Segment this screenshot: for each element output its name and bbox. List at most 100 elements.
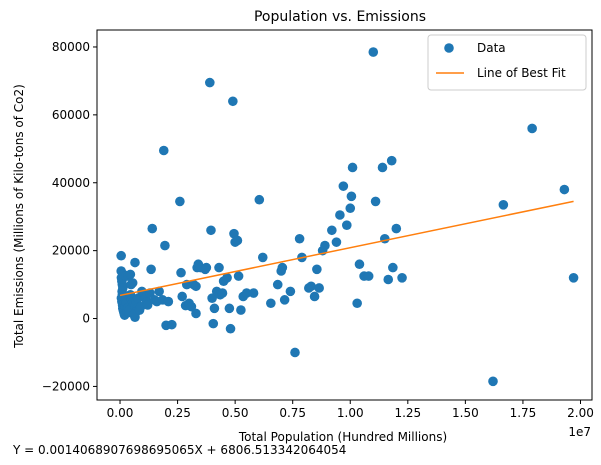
x-tick-label: 0.00 <box>107 406 134 420</box>
data-point <box>346 191 357 202</box>
data-point <box>176 267 186 278</box>
x-tick-label: 1.00 <box>337 406 364 420</box>
data-point <box>294 233 305 244</box>
data-point <box>201 262 212 273</box>
y-tick-label: −20000 <box>42 379 90 393</box>
data-point <box>208 318 219 329</box>
data-point <box>217 288 228 298</box>
best-fit-line <box>119 200 574 297</box>
plot-frame <box>96 29 593 401</box>
data-point <box>191 281 201 292</box>
x-tick-label: 1.75 <box>510 406 537 420</box>
data-point <box>363 271 374 281</box>
x-tick-label: 2.00 <box>567 406 594 420</box>
data-point <box>224 303 235 314</box>
x-tick-label: 0.75 <box>279 406 306 420</box>
data-point <box>320 240 330 251</box>
legend-fit-label: Line of Best Fit <box>477 66 566 80</box>
y-tick-label: 20000 <box>52 244 90 258</box>
y-axis-ticks: −20000 0 20000 40000 60000 80000 <box>42 40 97 393</box>
x-tick-label: 0.25 <box>164 406 191 420</box>
data-point <box>335 210 345 220</box>
data-point <box>147 223 158 234</box>
data-point <box>331 237 342 247</box>
x-axis-ticks: 0.00 0.25 0.50 0.75 1.00 1.25 1.50 1.75 2.00 <box>107 400 594 420</box>
data-point <box>377 162 388 173</box>
data-point <box>277 262 288 273</box>
data-point <box>306 281 316 292</box>
data-point <box>228 96 238 107</box>
data-point <box>314 283 324 293</box>
data-point <box>145 288 155 298</box>
y-tick-label: 60000 <box>52 108 90 122</box>
x-axis-offset-text: 1e7 <box>568 425 591 439</box>
data-point <box>126 279 136 290</box>
data-point <box>391 223 402 234</box>
legend-data-marker <box>444 43 454 53</box>
x-tick-label: 1.50 <box>452 406 479 420</box>
data-point <box>225 323 236 334</box>
data-point <box>232 235 243 246</box>
data-point <box>279 295 290 305</box>
data-point <box>568 273 579 283</box>
data-point <box>368 47 379 57</box>
data-point <box>488 376 498 387</box>
data-point <box>209 303 220 314</box>
legend: Data Line of Best Fit <box>427 34 587 91</box>
data-point <box>327 225 337 236</box>
chart-title: Population vs. Emissions <box>254 9 426 25</box>
data-point <box>338 181 349 191</box>
y-tick-label: 80000 <box>52 40 90 54</box>
data-point <box>214 262 224 273</box>
data-point <box>254 194 265 205</box>
data-point <box>175 196 185 207</box>
data-point <box>397 273 407 283</box>
data-point <box>386 155 397 166</box>
data-point <box>370 196 381 207</box>
data-point <box>116 250 126 261</box>
data-point <box>345 203 356 214</box>
data-point <box>309 291 320 302</box>
data-point <box>383 274 394 285</box>
data-point <box>154 286 164 297</box>
data-point <box>285 286 296 297</box>
data-point <box>207 293 217 303</box>
data-point <box>290 347 300 358</box>
data-point <box>312 264 322 275</box>
data-point <box>236 305 246 315</box>
data-point <box>142 300 153 310</box>
legend-box <box>427 34 587 91</box>
data-point <box>130 257 140 268</box>
data-point <box>559 184 570 195</box>
data-point <box>146 264 156 275</box>
data-point <box>177 291 187 302</box>
data-point <box>167 319 177 330</box>
data-point <box>354 259 365 270</box>
data-point <box>160 240 170 251</box>
y-axis-label: Total Emissions (Millions of Kilo-tons o… <box>12 84 26 349</box>
plot-axes <box>96 29 593 401</box>
data-point <box>527 123 537 134</box>
legend-data-label: Data <box>477 41 506 55</box>
data-point <box>498 200 509 210</box>
data-point <box>342 220 352 230</box>
y-tick-label: 40000 <box>52 176 90 190</box>
data-point <box>266 298 276 309</box>
data-point <box>272 279 283 290</box>
data-point <box>388 262 398 273</box>
data-point <box>241 288 252 298</box>
data-point <box>186 301 197 312</box>
data-point <box>248 288 259 298</box>
data-point <box>163 296 174 307</box>
data-point <box>347 162 358 173</box>
x-tick-label: 1.25 <box>394 406 421 420</box>
data-point <box>205 77 215 88</box>
data-point <box>125 269 136 280</box>
plot-marks <box>116 47 579 387</box>
x-tick-label: 0.50 <box>222 406 249 420</box>
regression-equation: Y = 0.0014068907698695065X + 6806.513342… <box>12 443 346 457</box>
data-point <box>352 298 362 309</box>
data-point <box>158 145 169 156</box>
y-tick-label: 0 <box>82 312 90 326</box>
